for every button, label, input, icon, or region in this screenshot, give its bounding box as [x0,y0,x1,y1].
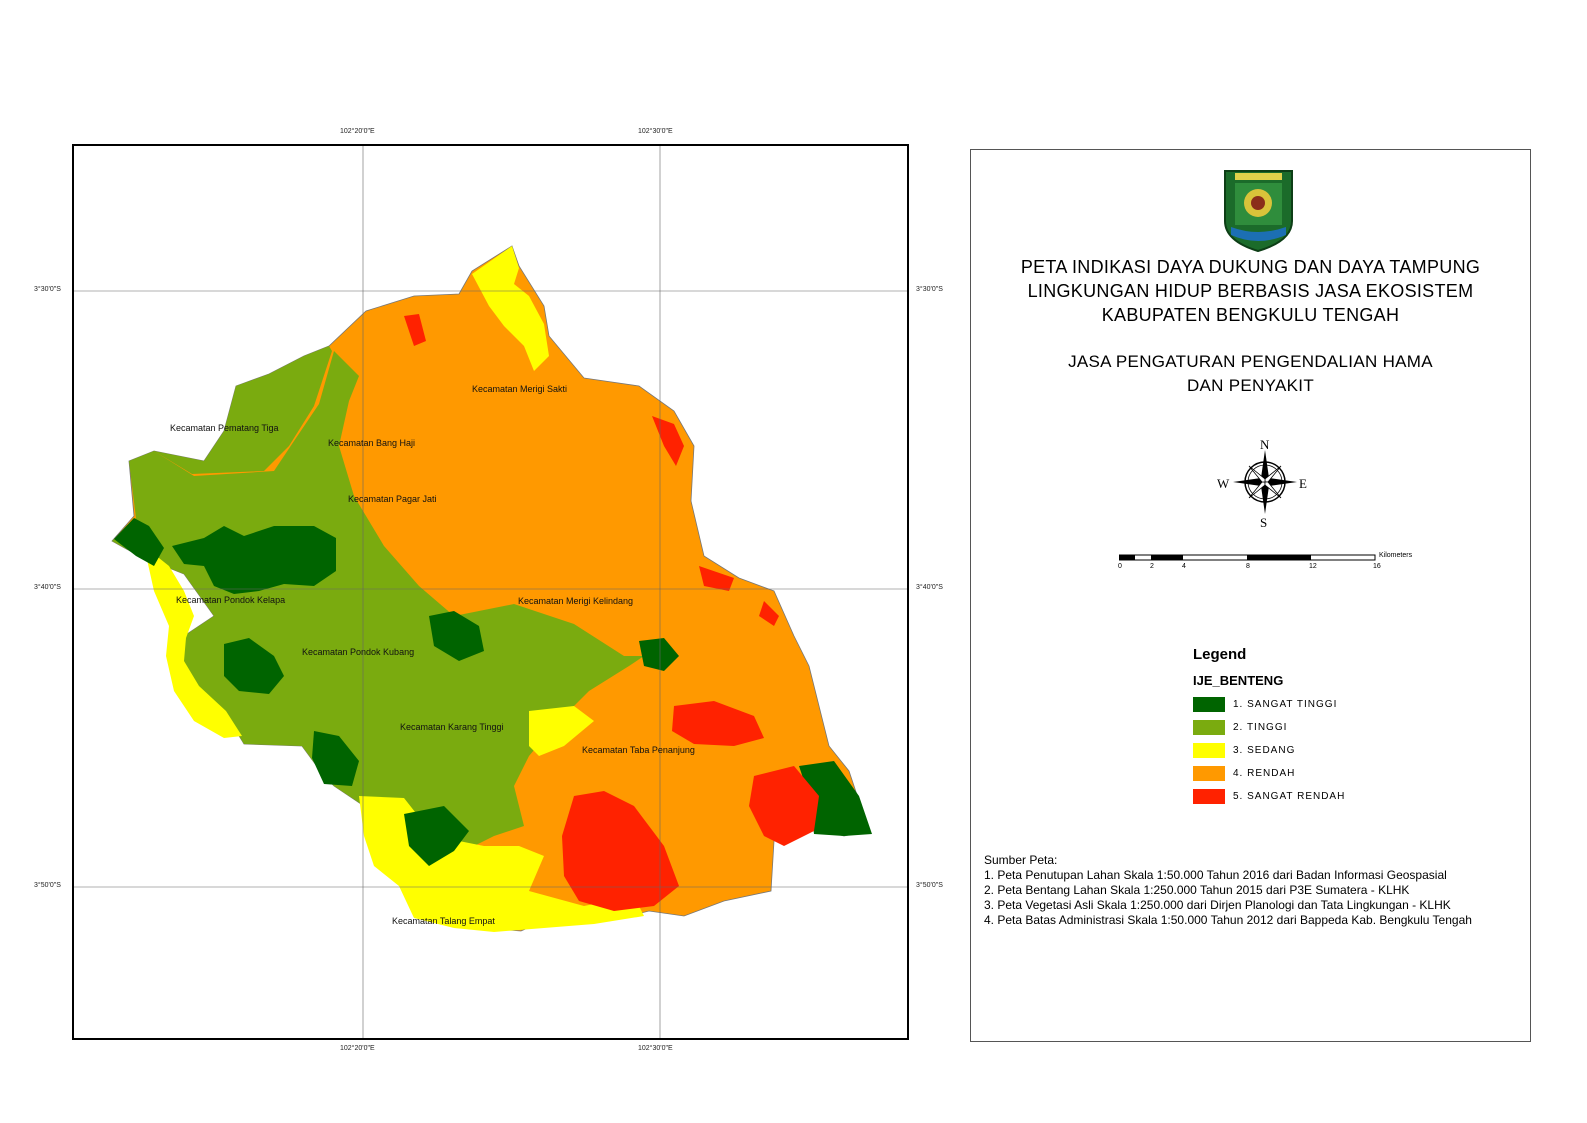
legend-label: 2. TINGGI [1233,722,1288,733]
lat-label-left-2: 3°40'0"S [34,584,61,591]
lat-label-left-3: 3°50'0"S [34,882,61,889]
compass-s: S [1260,515,1268,530]
zone-sangat-rendah-north [404,314,426,346]
legend-swatch [1193,789,1225,804]
place-karang-tinggi: Kecamatan Karang Tinggi [400,722,504,732]
source-item-3: 3. Peta Vegetasi Asli Skala 1:250.000 da… [984,898,1451,912]
zone-sangat-rendah-edge-2 [699,566,734,591]
info-panel: PETA INDIKASI DAYA DUKUNG DAN DAYA TAMPU… [970,149,1531,1042]
place-talang-empat: Kecamatan Talang Empat [392,916,495,926]
scale-tick-12: 12 [1309,563,1317,570]
map-canvas[interactable]: Kecamatan Merigi Sakti Kecamatan Pematan… [74,146,909,1040]
place-pagar-jati: Kecamatan Pagar Jati [348,494,437,504]
north-arrow-icon [1233,450,1297,514]
legend-swatch [1193,697,1225,712]
compass-n: N [1260,437,1270,452]
lon-label-bottom-1: 102°20'0"E [340,1045,375,1052]
zone-sangat-rendah-east [749,766,819,846]
place-pondok-kelapa: Kecamatan Pondok Kelapa [176,595,285,605]
scale-tick-16: 16 [1373,563,1381,570]
scale-tick-0: 0 [1118,563,1122,570]
lat-label-right-2: 3°40'0"S [916,584,943,591]
scale-unit: Kilometers [1379,552,1413,559]
scale-tick-8: 8 [1246,563,1250,570]
scale-tick-4: 4 [1182,563,1186,570]
legend-swatch [1193,743,1225,758]
place-bang-haji: Kecamatan Bang Haji [328,438,415,448]
source-item-1: 1. Peta Penutupan Lahan Skala 1:50.000 T… [984,868,1447,882]
zone-sedang-south [359,796,644,932]
scale-tick-2: 2 [1150,563,1154,570]
legend-label: 1. SANGAT TINGGI [1233,699,1338,710]
source-item-2: 2. Peta Bentang Lahan Skala 1:250.000 Ta… [984,883,1410,897]
legend-label: 4. RENDAH [1233,768,1296,779]
title-line-3: KABUPATEN BENGKULU TENGAH [1101,305,1400,325]
lon-label-bottom-2: 102°30'0"E [638,1045,673,1052]
legend-swatch [1193,720,1225,735]
zone-sangat-tinggi-west [114,518,164,566]
zone-sangat-rendah-big [562,791,679,911]
scale-bar [1119,554,1376,561]
zone-tinggi [112,346,644,846]
lon-label-top-1: 102°20'0"E [340,128,375,135]
zone-sangat-tinggi-1 [172,526,336,594]
place-pematang-tiga: Kecamatan Pematang Tiga [170,423,279,433]
zone-sangat-tinggi-east [799,761,872,836]
source-item-4: 4. Peta Batas Administrasi Skala 1:50.00… [984,913,1472,927]
subtitle-line-2: DAN PENYAKIT [1186,376,1315,395]
compass-e: E [1299,476,1307,491]
legend-swatch [1193,766,1225,781]
zone-sangat-rendah-mid [672,701,764,746]
place-merigi-sakti: Kecamatan Merigi Sakti [472,384,567,394]
zone-sangat-tinggi-3 [312,731,359,786]
sources-heading: Sumber Peta: [984,853,1058,867]
lat-label-right-1: 3°30'0"S [916,286,943,293]
zone-sangat-tinggi-2 [224,638,284,694]
graticule [74,146,907,1038]
zone-sedang-north [472,246,549,371]
legend-label: 3. SEDANG [1233,745,1296,756]
zone-sangat-tinggi-6 [639,638,679,671]
lat-label-left-1: 3°30'0"S [34,286,61,293]
title-line-1: PETA INDIKASI DAYA DUKUNG DAN DAYA TAMPU… [1020,257,1481,277]
legend-title: Legend [1193,646,1247,663]
zone-sedang-coast [144,546,242,738]
map-frame[interactable]: Kecamatan Merigi Sakti Kecamatan Pematan… [72,144,909,1040]
zone-sangat-tinggi-5 [429,611,484,661]
title-line-2: LINGKUNGAN HIDUP BERBASIS JASA EKOSISTEM [1027,281,1474,301]
compass-w: W [1217,476,1230,491]
place-merigi-kelindang: Kecamatan Merigi Kelindang [518,596,633,606]
lat-label-right-3: 3°50'0"S [916,882,943,889]
subtitle-line-1: JASA PENGATURAN PENGENDALIAN HAMA [1068,352,1433,371]
zone-sedang-mid [529,706,594,756]
place-taba-penanjung: Kecamatan Taba Penanjung [582,745,695,755]
place-pondok-kubang: Kecamatan Pondok Kubang [302,647,414,657]
lon-label-top-2: 102°30'0"E [638,128,673,135]
zone-sangat-rendah-edge-3 [759,601,779,626]
regency-emblem-icon [1224,170,1293,253]
zone-sangat-tinggi-4 [404,806,469,866]
legend-label: 5. SANGAT RENDAH [1233,791,1346,802]
legend-layer: IJE_BENTENG [1193,673,1284,688]
